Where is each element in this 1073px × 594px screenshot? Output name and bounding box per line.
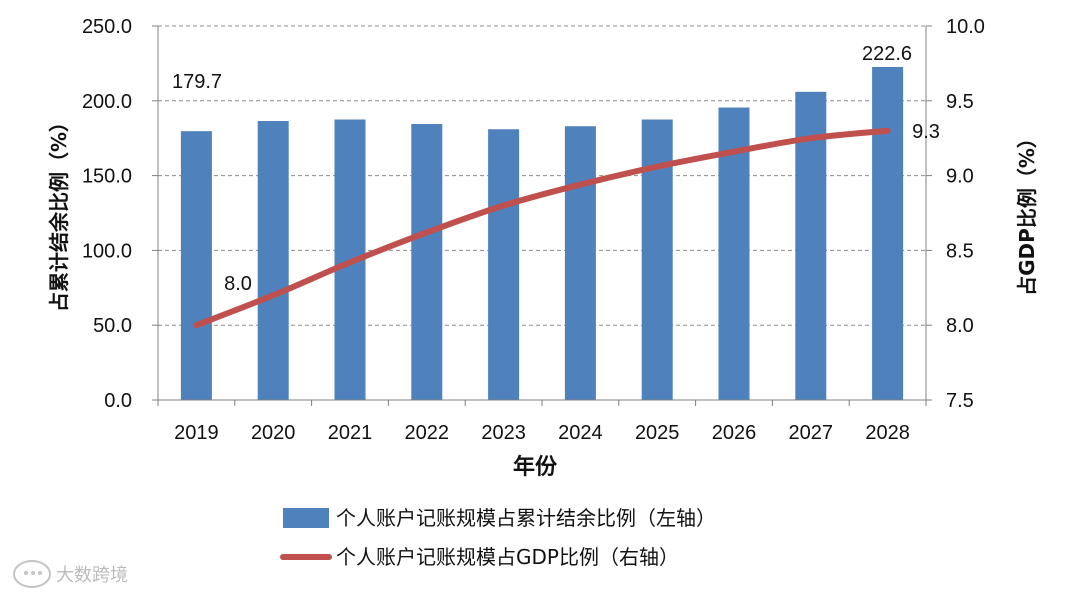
bar-label-last: 222.6 (862, 43, 912, 65)
right-tick-label: 8.0 (946, 315, 974, 337)
bar (411, 123, 443, 400)
left-tick-label: 100.0 (82, 240, 132, 262)
x-tick-label: 2022 (405, 422, 450, 444)
bar (180, 131, 212, 400)
bar (564, 126, 596, 401)
x-tick-label: 2024 (558, 422, 603, 444)
legend-line-label: 个人账户记账规模占GDP比例（右轴） (336, 545, 679, 569)
bar-label-first: 179.7 (172, 71, 222, 93)
right-tick-label: 7.5 (946, 390, 974, 412)
left-tick-label: 50.0 (93, 315, 132, 337)
legend: 个人账户记账规模占累计结余比例（左轴） 个人账户记账规模占GDP比例（右轴） (280, 506, 716, 569)
x-tick-label: 2025 (635, 422, 680, 444)
axes (152, 25, 932, 406)
x-axis-ticks: 2019 2020 2021 2022 2023 2024 2025 2026 2027 2028 (174, 422, 910, 444)
x-tick-label: 2023 (481, 422, 526, 444)
left-tick-label: 0.0 (104, 390, 132, 412)
bar (257, 120, 289, 400)
x-tick-label: 2028 (865, 422, 910, 444)
right-tick-label: 10.0 (946, 16, 985, 38)
bar (795, 91, 827, 400)
watermark: 大数跨境 (13, 560, 128, 588)
right-tick-label: 9.0 (946, 166, 974, 188)
right-axis-ticks: 7.5 8.0 8.5 9.0 9.5 10.0 (946, 16, 985, 412)
line-label-first: 8.0 (224, 273, 252, 295)
line-path (193, 127, 891, 329)
x-tick-label: 2026 (712, 422, 757, 444)
bar-series (180, 66, 904, 401)
bar (872, 66, 904, 400)
watermark-text: 大数跨境 (56, 565, 128, 586)
legend-bar-label: 个人账户记账规模占累计结余比例（左轴） (336, 506, 716, 530)
line-series (193, 127, 891, 329)
left-axis-ticks: 0.0 50.0 100.0 150.0 200.0 250.0 (82, 16, 132, 412)
x-axis-title: 年份 (513, 454, 558, 480)
y-axis-title-left: 占累计结余比例（%） (47, 112, 71, 312)
left-tick-label: 250.0 (82, 16, 132, 38)
right-tick-label: 8.5 (946, 240, 974, 262)
left-tick-label: 150.0 (82, 166, 132, 188)
bar (488, 129, 520, 400)
left-tick-label: 200.0 (82, 91, 132, 113)
x-tick-label: 2021 (328, 422, 373, 444)
chat-bubble-icon (13, 560, 51, 588)
right-tick-label: 9.5 (946, 91, 974, 113)
x-tick-label: 2027 (789, 422, 834, 444)
y-axis-title-right: 占GDP比例（%） (1015, 128, 1039, 296)
legend-bar-swatch (283, 508, 329, 528)
x-tick-label: 2020 (251, 422, 296, 444)
line-label-last: 9.3 (912, 121, 940, 143)
x-tick-label: 2019 (174, 422, 219, 444)
